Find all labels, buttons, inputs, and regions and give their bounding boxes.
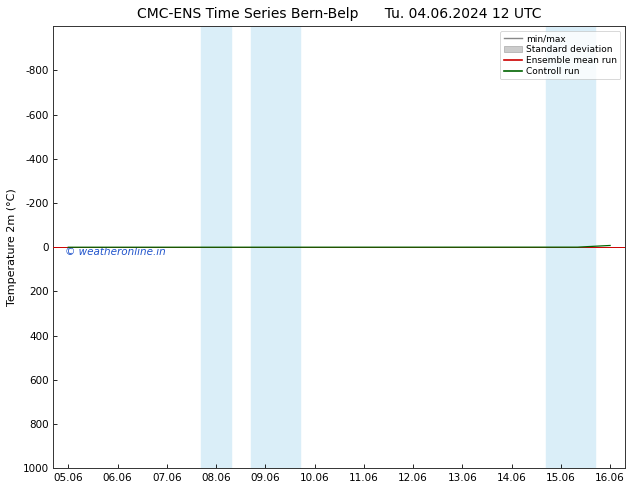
Y-axis label: Temperature 2m (°C): Temperature 2m (°C)	[7, 188, 17, 306]
Bar	[546, 26, 595, 468]
Text: © weatheronline.in: © weatheronline.in	[65, 246, 165, 257]
Bar	[250, 26, 300, 468]
Bar	[201, 26, 231, 468]
Title: CMC-ENS Time Series Bern-Belp      Tu. 04.06.2024 12 UTC: CMC-ENS Time Series Bern-Belp Tu. 04.06.…	[137, 7, 541, 21]
Legend: min/max, Standard deviation, Ensemble mean run, Controll run: min/max, Standard deviation, Ensemble me…	[500, 31, 621, 79]
